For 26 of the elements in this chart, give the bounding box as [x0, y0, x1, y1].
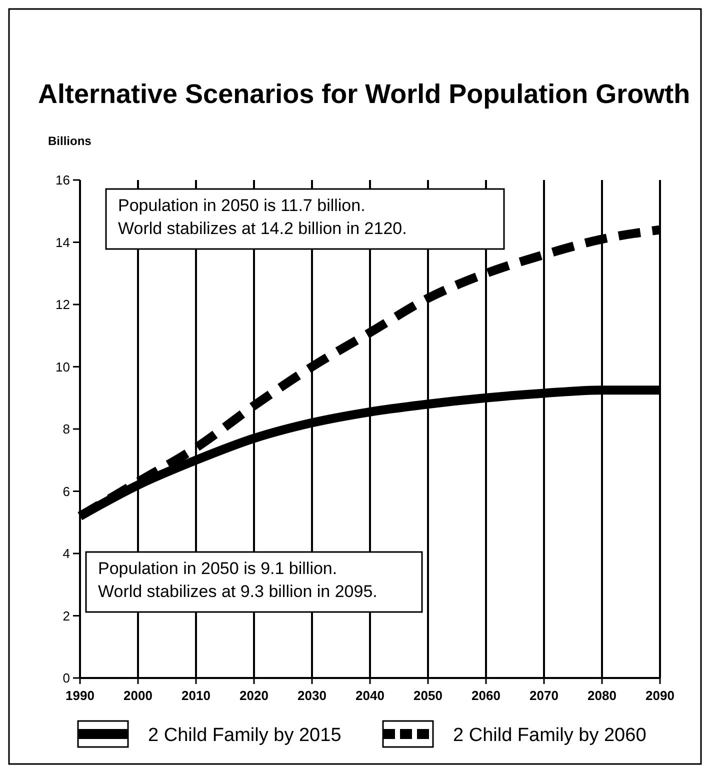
annotation: Population in 2050 is 9.1 billion. World stabilizes at 9.3 billion in 2095.: [98, 559, 378, 601]
x-tick-label: 2020: [240, 688, 268, 703]
x-tick-label: 2040: [356, 688, 384, 703]
annotation: Population in 2050 is 11.7 billion. World stabilizes at 14.2 billion in 2120.: [118, 196, 407, 238]
x-tick-label: 2010: [182, 688, 210, 703]
y-tick-label: 8: [62, 422, 70, 437]
x-tick-label: 2060: [472, 688, 500, 703]
y-tick-label: 4: [62, 546, 70, 562]
y-tick-label: 6: [62, 484, 70, 499]
legend-label: 2 Child Family by 2060: [453, 725, 646, 746]
y-axis-title: Billions: [48, 134, 92, 148]
x-tick-label: 2090: [646, 688, 674, 703]
x-tick-label: 2030: [298, 688, 326, 703]
y-tick-label: 14: [56, 234, 70, 250]
y-tick-label: 12: [56, 297, 70, 312]
x-tick-label: 2070: [530, 688, 558, 703]
y-tick-label: 0: [62, 670, 70, 686]
legend-label: 2 Child Family by 2015: [148, 725, 342, 746]
x-tick-label: 1990: [66, 688, 94, 703]
y-tick-label: 16: [56, 172, 70, 188]
x-tick-label: 2000: [124, 688, 152, 703]
y-tick-label: 2: [62, 608, 70, 624]
x-tick-label: 2080: [588, 688, 616, 703]
y-tick-label: 10: [56, 359, 70, 374]
chart-title: Alternative Scenarios for World Population Growth: [38, 79, 690, 109]
x-tick-label: 2050: [414, 688, 442, 703]
